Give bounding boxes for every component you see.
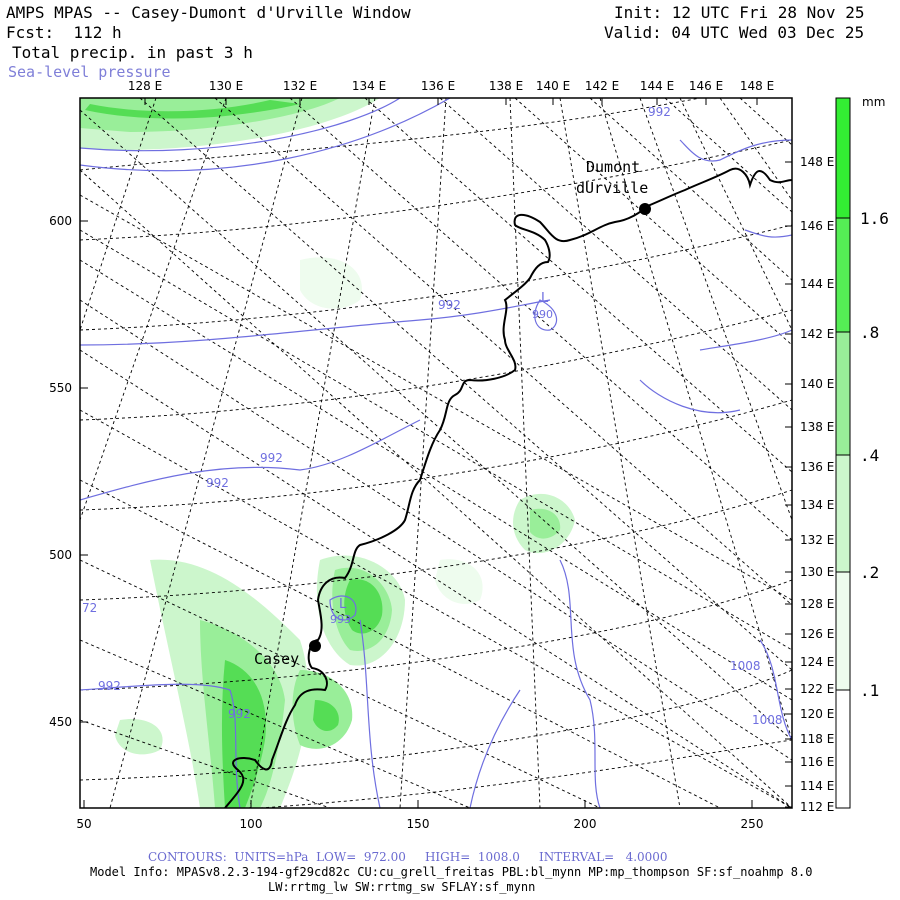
isobar-labels: 992 992 992 992 992 992 1008 1008 72 (82, 105, 783, 727)
right-lon-label: 130 E (800, 565, 834, 579)
right-lon-label: 124 E (800, 655, 834, 669)
colorbar-segment (835, 454, 851, 573)
right-lon-label: 120 E (800, 707, 834, 721)
contour-info: CONTOURS: UNITS=hPa LOW= 972.00 HIGH= 10… (148, 850, 668, 864)
station-dumont-label-line2: dUrville (576, 179, 648, 197)
right-lon-label: 138 E (800, 420, 834, 434)
bottom-x-label: 200 (574, 817, 597, 831)
low-value: 990 (532, 308, 553, 321)
top-lon-label: 138 E (489, 79, 523, 93)
plot-border (79, 97, 793, 809)
precip-shading (80, 98, 575, 808)
bottom-x-label: 150 (407, 817, 430, 831)
low-letter: L (339, 597, 347, 612)
low-letter: L (541, 291, 549, 306)
top-lon-label: 132 E (283, 79, 317, 93)
colorbar-unit: mm (862, 95, 885, 109)
left-y-label: 500 (49, 548, 72, 562)
isobar-label: 992 (648, 105, 671, 119)
right-lon-label: 134 E (800, 498, 834, 512)
right-lon-label: 118 E (800, 732, 834, 746)
right-lon-label: 128 E (800, 597, 834, 611)
right-lon-label: 144 E (800, 277, 834, 291)
left-y-label: 450 (49, 715, 72, 729)
colorbar-label: .1 (860, 681, 879, 700)
colorbar-segment (835, 97, 851, 219)
model-info-physics: LW:rrtmg_lw SW:rrtmg_sw SFLAY:sf_mynn (268, 880, 536, 894)
isobar-label: 1008 (730, 659, 761, 673)
overlay-name: Sea-level pressure (8, 63, 171, 81)
colorbar: mm 1.6 .8 .4 .2 .1 (835, 95, 889, 809)
colorbar-segment (835, 217, 851, 333)
colorbar-segment (835, 331, 851, 456)
right-lon-label: 114 E (800, 779, 834, 793)
right-lon-label: 146 E (800, 219, 834, 233)
isobar-label: 992 (98, 679, 121, 693)
colorbar-label: .8 (860, 323, 879, 342)
bottom-x-label: 50 (76, 817, 91, 831)
left-y-label: 550 (49, 381, 72, 395)
bottom-x-label: 250 (741, 817, 764, 831)
colorbar-segment (835, 689, 851, 809)
left-y-label: 600 (49, 214, 72, 228)
low-markers: L 990 L 993 (330, 291, 553, 626)
top-lon-label: 128 E (128, 79, 162, 93)
station-dumont-label-line1: Dumont (586, 158, 640, 176)
low-value: 993 (330, 613, 351, 626)
station-casey-label: Casey (254, 650, 299, 668)
right-lon-label: 122 E (800, 682, 834, 696)
axes: 128 E 130 E 132 E 134 E 136 E 138 E 140 E 142 E… (49, 79, 834, 831)
isobars (80, 98, 792, 808)
forecast-hour: Fcst: 112 h (6, 23, 122, 42)
colorbar-label: 1.6 (860, 209, 889, 228)
right-lon-label: 132 E (800, 533, 834, 547)
model-info: Model Info: MPASv8.2.3-194-gf29cd82c CU:… (90, 865, 813, 879)
right-lon-label: 116 E (800, 755, 834, 769)
top-lon-label: 142 E (585, 79, 619, 93)
top-lon-label: 134 E (352, 79, 386, 93)
lat-lon-grid (80, 98, 792, 808)
bottom-x-label: 100 (240, 817, 263, 831)
isobar-label: 992 (438, 298, 461, 312)
top-lon-label: 130 E (209, 79, 243, 93)
right-lon-label: 148 E (800, 155, 834, 169)
station-casey: Casey (254, 640, 321, 668)
isobar-label: 992 (206, 476, 229, 490)
right-lon-label: 136 E (800, 460, 834, 474)
colorbar-segment (835, 571, 851, 691)
right-lon-label: 126 E (800, 627, 834, 641)
isobar-label: 72 (82, 601, 97, 615)
top-lon-label: 148 E (740, 79, 774, 93)
isobar-label: 1008 (752, 713, 783, 727)
colorbar-label: .4 (860, 446, 879, 465)
station-dumont-durville: Dumont dUrville (576, 158, 651, 215)
top-lon-label: 144 E (640, 79, 674, 93)
valid-time: Valid: 04 UTC Wed 03 Dec 25 (604, 23, 865, 42)
init-time: Init: 12 UTC Fri 28 Nov 25 (614, 3, 865, 22)
right-lon-label: 140 E (800, 377, 834, 391)
field-name: Total precip. in past 3 h (12, 43, 253, 62)
top-lon-label: 140 E (536, 79, 570, 93)
top-lon-label: 136 E (421, 79, 455, 93)
isobar-label: 992 (260, 451, 283, 465)
isobar-label: 992 (228, 707, 251, 721)
top-lon-label: 146 E (689, 79, 723, 93)
colorbar-label: .2 (860, 563, 879, 582)
map-title: AMPS MPAS -- Casey-Dumont d'Urville Wind… (6, 3, 411, 22)
right-lon-label: 112 E (800, 800, 834, 814)
right-lon-label: 142 E (800, 327, 834, 341)
